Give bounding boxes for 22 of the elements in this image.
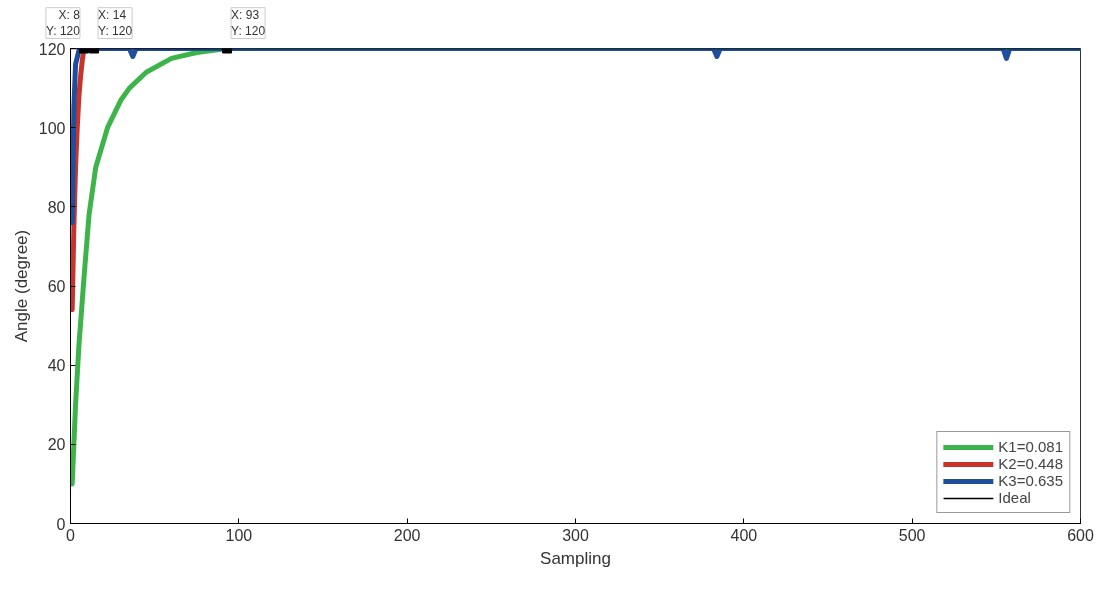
legend-label: Ideal (998, 489, 1031, 506)
legend-label: K3=0.635 (998, 472, 1063, 489)
legend-label: K2=0.448 (998, 455, 1063, 472)
x-tick-label: 200 (393, 526, 421, 544)
legend-label: K1=0.081 (998, 438, 1063, 455)
annotation: X: 8 Y: 120 (45, 7, 81, 39)
annotation: X: 14 Y: 120 (98, 7, 133, 39)
y-tick-label: 120 (38, 40, 66, 58)
y-tick-label: 80 (47, 198, 66, 216)
y-axis-title: Angle (degree) (11, 229, 31, 343)
x-tick-label: 500 (898, 526, 926, 544)
y-tick-label: 40 (47, 357, 66, 375)
x-tick-label: 600 (1067, 526, 1094, 544)
y-tick-label: 20 (47, 436, 66, 454)
x-axis-title: Sampling (540, 548, 611, 568)
x-tick-label: 300 (562, 526, 589, 544)
annotation: X: 93 Y: 120 (231, 7, 266, 39)
y-tick-label: 60 (47, 278, 66, 295)
y-tick-label: 0 (56, 515, 66, 533)
x-tick-label: 100 (225, 526, 253, 544)
x-tick-label: 400 (730, 526, 758, 544)
y-tick-label: 100 (38, 119, 66, 137)
